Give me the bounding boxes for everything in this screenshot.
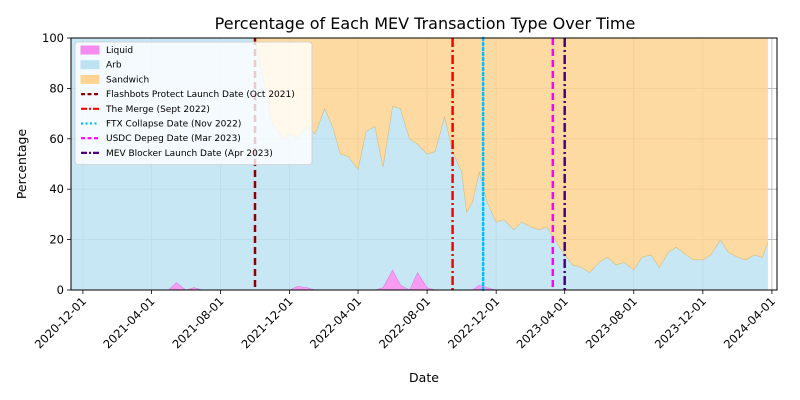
x-tick-label-5: 2022-08-01 [376,294,433,351]
y-tick-label-0: 0 [57,283,64,297]
y-tick-label-1: 20 [49,233,64,247]
chart-title: Percentage of Each MEV Transaction Type … [215,14,636,33]
legend-label-1: Arb [106,61,122,71]
x-tick-label-6: 2022-12-01 [445,294,502,351]
y-axis: 0 20 40 60 80 100 [42,31,71,297]
legend-box [74,41,313,165]
legend-label-2: Sandwich [106,75,149,85]
legend-swatch-0 [80,45,100,55]
x-tick-label-0: 2020-12-01 [32,294,89,351]
x-tick-label-3: 2021-12-01 [238,294,295,351]
x-tick-label-7: 2023-04-01 [514,294,571,351]
legend-event-label-4: MEV Blocker Launch Date (Apr 2023) [106,149,273,159]
x-tick-label-2: 2021-08-01 [169,294,226,351]
x-axis: 2020-12-01 2021-04-01 2021-08-01 2021-12-01… [32,290,778,351]
x-tick-label-1: 2021-04-01 [100,294,157,351]
legend-event-label-2: FTX Collapse Date (Nov 2022) [106,120,241,130]
legend: Liquid Arb Sandwich Flashbots Protect Launc… [74,41,313,165]
legend-label-0: Liquid [106,46,133,56]
x-tick-label-9: 2023-12-01 [652,294,709,351]
legend-swatch-2 [80,74,100,84]
legend-swatch-1 [80,60,100,70]
y-tick-label-3: 60 [49,132,64,146]
y-tick-label-4: 80 [49,81,64,95]
x-tick-label-10: 2024-04-01 [721,294,778,351]
x-tick-label-4: 2022-04-01 [307,294,364,351]
y-tick-label-2: 40 [49,182,64,196]
legend-event-label-0: Flashbots Protect Launch Date (Oct 2021) [106,90,295,100]
legend-event-label-3: USDC Depeg Date (Mar 2023) [106,134,241,144]
plot-frame [70,37,778,291]
area-sandwich [71,38,768,273]
x-axis-label: Date [409,370,439,385]
area-liquid [71,269,768,290]
y-tick-label-5: 100 [42,31,64,45]
x-tick-label-8: 2023-08-01 [583,294,640,351]
y-axis-label: Percentage [14,129,29,200]
legend-event-label-1: The Merge (Sept 2022) [105,105,210,115]
